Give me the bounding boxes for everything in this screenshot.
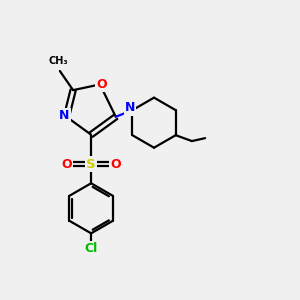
Text: Cl: Cl (85, 242, 98, 255)
Text: O: O (110, 158, 121, 171)
Text: O: O (61, 158, 72, 171)
Text: S: S (86, 158, 96, 171)
Text: CH₃: CH₃ (49, 56, 68, 66)
Text: O: O (96, 78, 107, 91)
Text: N: N (125, 101, 135, 114)
Text: N: N (59, 109, 69, 122)
